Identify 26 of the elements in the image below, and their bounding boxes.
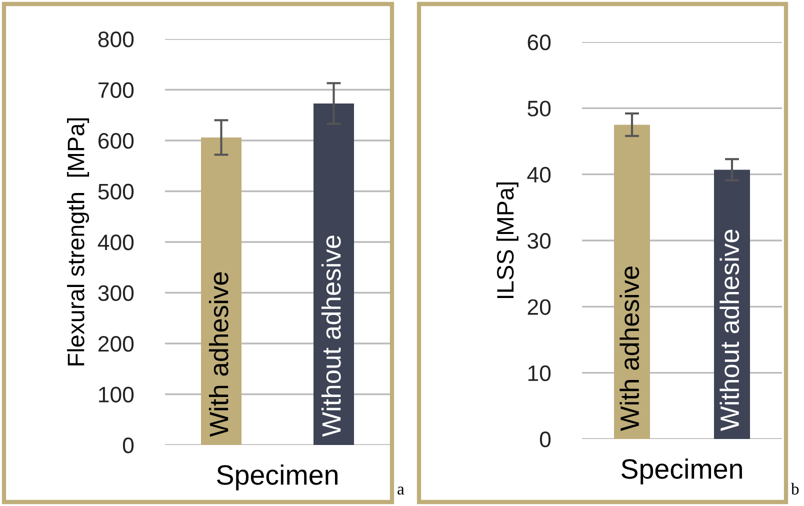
y-axis-title: Flexural strength [MPa]	[67, 118, 90, 366]
y-tick-label: 30	[528, 233, 551, 249]
y-axis-title: ILSS [MPa]	[496, 182, 518, 298]
x-tick-label: With adhesive	[208, 272, 228, 437]
y-tick-label: 700	[98, 82, 134, 98]
text: b	[791, 482, 799, 495]
y-tick-label: 200	[98, 336, 134, 352]
x-tick-label: Without adhesive	[321, 236, 341, 437]
y-tick-label: 20	[528, 299, 551, 315]
y-tick-label: 60	[528, 34, 551, 50]
x-tick-label: Without adhesive	[720, 230, 740, 431]
y-tick-label: 400	[98, 234, 134, 250]
y-tick-label: 40	[527, 166, 551, 183]
y-tick-label: 50	[528, 100, 551, 116]
y-tick-label: 0	[122, 438, 134, 454]
y-tick-label: 100	[99, 386, 134, 403]
x-axis-title: Specimen	[217, 464, 338, 490]
x-tick-label: With adhesive	[620, 266, 640, 431]
x-axis-title: Specimen	[622, 458, 742, 484]
text: a	[398, 486, 404, 495]
y-tick-label: 0	[540, 432, 551, 448]
y-tick-label: 300	[98, 285, 134, 302]
y-tick-label: 800	[98, 32, 134, 48]
y-tick-label: 500	[98, 184, 134, 200]
y-tick-label: 600	[98, 133, 134, 149]
y-tick-label: 10	[528, 365, 551, 382]
